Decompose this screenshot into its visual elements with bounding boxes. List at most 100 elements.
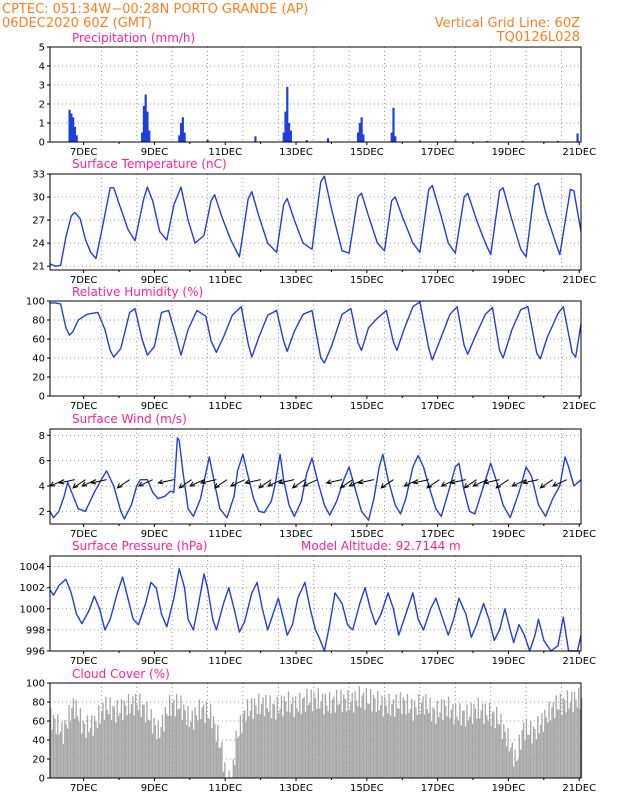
cloud-ytick-label: 100 xyxy=(26,679,45,690)
humidity-panel: Relative Humidity (%) 7DEC 9DEC 11DEC 13DEC 1… xyxy=(26,285,596,412)
cloud-bar xyxy=(561,715,563,778)
cloud-bar xyxy=(411,698,413,778)
cloud-bar xyxy=(212,716,215,778)
cloud-bar xyxy=(521,730,523,778)
cloud-bar xyxy=(96,728,99,778)
cloud-bar xyxy=(575,699,577,778)
cloud-bar xyxy=(143,704,145,778)
cloud-bar xyxy=(109,697,111,778)
cloud-bar xyxy=(112,706,114,778)
cloud-bar xyxy=(61,722,63,778)
cloud-bar xyxy=(360,707,362,778)
cloud-bar xyxy=(91,715,93,778)
wind-arrow xyxy=(450,479,467,484)
cloud-bar xyxy=(89,727,91,778)
cloud-bar xyxy=(297,711,300,778)
cloud-bar xyxy=(242,713,244,778)
cloud-bar xyxy=(486,715,488,778)
wind-arrow xyxy=(138,479,153,487)
cloud-bar xyxy=(487,720,489,778)
wind-arrow-head xyxy=(348,481,355,487)
cloud-bar xyxy=(178,708,181,778)
precip-ytick-label: 2 xyxy=(39,100,45,111)
cloud-bar xyxy=(508,751,511,778)
cloud-bar xyxy=(538,733,540,778)
cloud-ytick-label: 20 xyxy=(32,755,45,766)
cloud-bar xyxy=(102,702,104,778)
wind-xtick-label: 13DEC xyxy=(279,529,313,540)
cloud-ytick-label: 80 xyxy=(32,698,45,709)
cloud-bar xyxy=(460,725,462,778)
cloud-bar xyxy=(311,711,314,778)
cloud-bar xyxy=(269,695,271,778)
cloud-bar xyxy=(129,713,131,778)
cloud-bar xyxy=(127,693,130,778)
cloud-bar xyxy=(54,718,56,778)
cloud-bar xyxy=(443,699,445,778)
cloud-bar xyxy=(453,724,455,778)
cloud-bar xyxy=(142,704,144,778)
wind-arrow-head xyxy=(357,479,364,485)
pressure-xtick-label: 15DEC xyxy=(350,656,384,667)
precip-xtick-label: 19DEC xyxy=(492,147,526,158)
cloud-bar xyxy=(224,762,226,778)
cloud-bar xyxy=(156,739,158,778)
cloud-bar xyxy=(415,707,417,778)
wind-arrow xyxy=(200,479,217,484)
wind-arrow-head xyxy=(244,479,251,485)
cloud-bar xyxy=(50,707,52,778)
precip-bar xyxy=(148,130,151,142)
cloud-bar xyxy=(507,728,509,778)
cloud-bar xyxy=(504,731,506,778)
grid-note: Vertical Grid Line: 60Z xyxy=(435,16,580,31)
temp-ytick-label: 30 xyxy=(32,193,45,204)
precip-bar xyxy=(144,94,147,142)
cloud-bar xyxy=(405,714,407,778)
cloud-bar xyxy=(418,693,420,778)
cloud-bar xyxy=(113,706,116,778)
cloud-bar xyxy=(306,688,308,778)
cloud-bar xyxy=(125,705,127,778)
temp-series-line xyxy=(49,175,582,267)
pressure-ytick-label: 1004 xyxy=(20,562,45,573)
cloud-bar xyxy=(351,692,353,778)
precip-bar xyxy=(486,140,489,142)
precip-bar xyxy=(141,132,144,142)
cloud-bar xyxy=(303,696,305,778)
cloud-bar xyxy=(68,704,70,778)
cloud-bar xyxy=(345,711,348,778)
precip-bar xyxy=(183,132,186,142)
precip-bar xyxy=(360,117,363,142)
temperature-panel: Surface Temperature (nC) 7DEC 9DEC 11DEC 13D… xyxy=(32,157,596,286)
precip-xtick-label: 21DEC xyxy=(562,147,596,158)
wind-arrow xyxy=(473,479,488,487)
cloud-bar xyxy=(197,720,199,778)
cloud-xtick-label: 15DEC xyxy=(350,783,384,794)
precip-xtick-label: 15DEC xyxy=(350,147,384,158)
cloud-bar xyxy=(65,724,67,778)
cloud-bar xyxy=(262,697,264,778)
wind-arrow-head xyxy=(199,479,206,485)
cloud-bar xyxy=(208,718,210,778)
cloud-bar xyxy=(470,702,472,778)
pressure-ytick-label: 1000 xyxy=(20,604,45,615)
cloud-bar xyxy=(239,715,242,778)
cloud-bar xyxy=(202,704,205,778)
cloud-bar xyxy=(234,765,236,778)
wind-arrow-head xyxy=(258,483,264,489)
wind-frame xyxy=(49,428,582,525)
cloud-bar xyxy=(389,715,392,778)
cloud-bar xyxy=(558,709,560,778)
cloud-bar xyxy=(425,694,427,778)
cloud-bar xyxy=(357,706,359,778)
wind-ytick-label: 8 xyxy=(39,431,45,442)
cloud-bar xyxy=(310,689,312,778)
cloud-bar xyxy=(568,708,570,778)
cloud-bar xyxy=(408,712,410,778)
wind-arrow-head xyxy=(339,483,346,489)
cloud-bar xyxy=(371,711,373,778)
precip-bar xyxy=(178,135,181,142)
cloud-bar xyxy=(316,708,318,778)
wind-arrow xyxy=(464,479,477,489)
cloud-bar xyxy=(245,721,247,778)
